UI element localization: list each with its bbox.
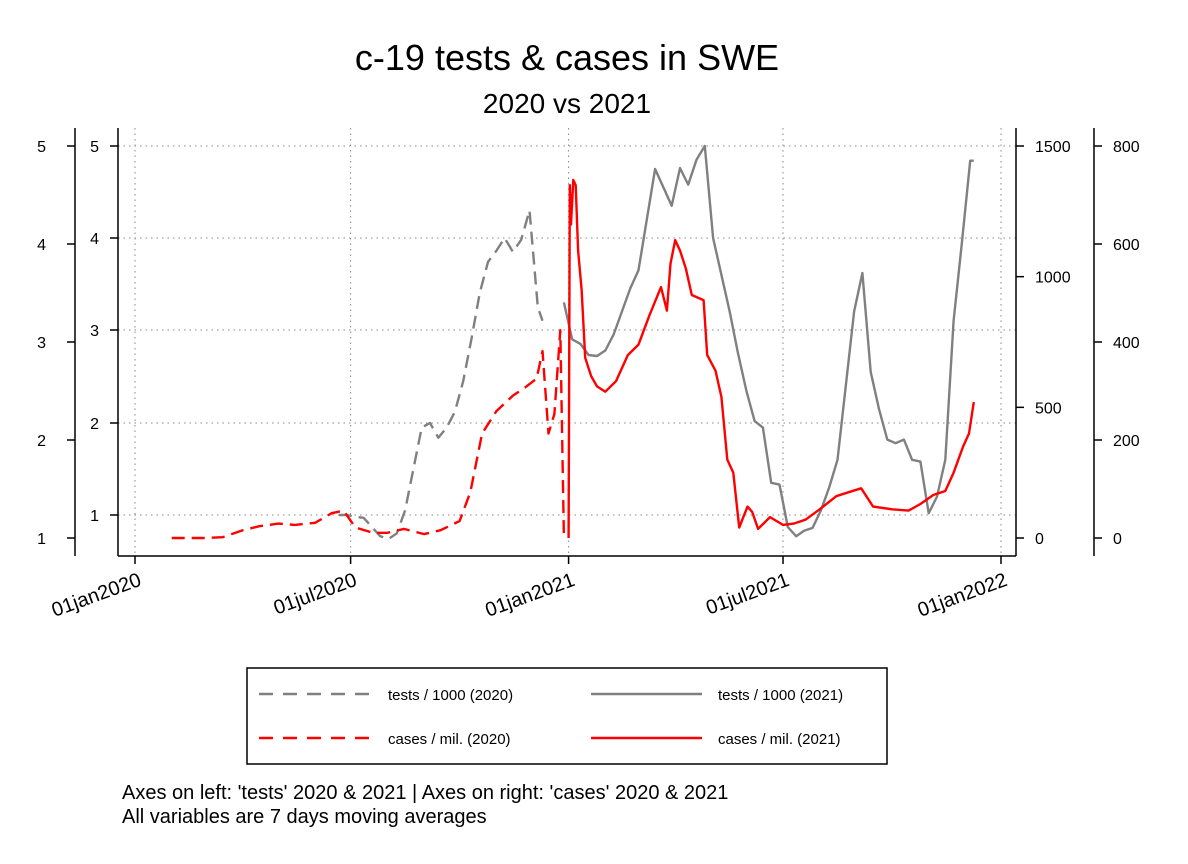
chart-subtitle: 2020 vs 2021	[483, 88, 651, 119]
note-axes: Axes on left: 'tests' 2020 & 2021 | Axes…	[122, 782, 728, 804]
legend-box	[246, 667, 888, 765]
series-line-1	[338, 209, 544, 541]
tick-label-left-inner: 1	[90, 508, 99, 525]
series-line-3	[171, 329, 566, 540]
tick-label-right-outer: 800	[1113, 139, 1140, 156]
legend-label-tests-2021: tests / 1000 (2021)	[718, 687, 843, 704]
tick-label-right-inner: 0	[1035, 531, 1044, 548]
legend-label-tests-2020: tests / 1000 (2020)	[388, 687, 513, 704]
tick-label-left-inner: 2	[90, 416, 99, 433]
tick-label-left-outer: 2	[37, 433, 46, 450]
tick-label-left-outer: 3	[37, 335, 46, 352]
series-line-2	[562, 144, 974, 538]
series-line-4	[567, 178, 975, 539]
tick-label-right-outer: 200	[1113, 433, 1140, 450]
tick-label-right-inner: 1500	[1035, 139, 1071, 156]
series-layer	[171, 144, 975, 541]
tick-label-right-inner: 500	[1035, 400, 1062, 417]
tick-label-left-outer: 1	[37, 531, 46, 548]
tick-label-left-inner: 4	[90, 231, 99, 248]
tick-label-right-outer: 400	[1113, 335, 1140, 352]
tick-label-left-inner: 3	[90, 323, 99, 340]
tick-label-right-outer: 600	[1113, 237, 1140, 254]
tick-label-left-outer: 5	[37, 139, 46, 156]
tick-label-left-outer: 4	[37, 237, 46, 254]
legend: tests / 1000 (2020) tests / 1000 (2021) …	[246, 667, 888, 765]
tick-label-right-outer: 0	[1113, 531, 1122, 548]
note-moving-average: All variables are 7 days moving averages	[122, 806, 487, 828]
tick-label-right-inner: 1000	[1035, 270, 1071, 287]
tick-label-left-inner: 5	[90, 139, 99, 156]
chart-title: c-19 tests & cases in SWE	[355, 37, 779, 78]
grid	[118, 128, 1016, 556]
legend-label-cases-2021: cases / mil. (2021)	[718, 731, 841, 748]
legend-label-cases-2020: cases / mil. (2020)	[388, 731, 511, 748]
